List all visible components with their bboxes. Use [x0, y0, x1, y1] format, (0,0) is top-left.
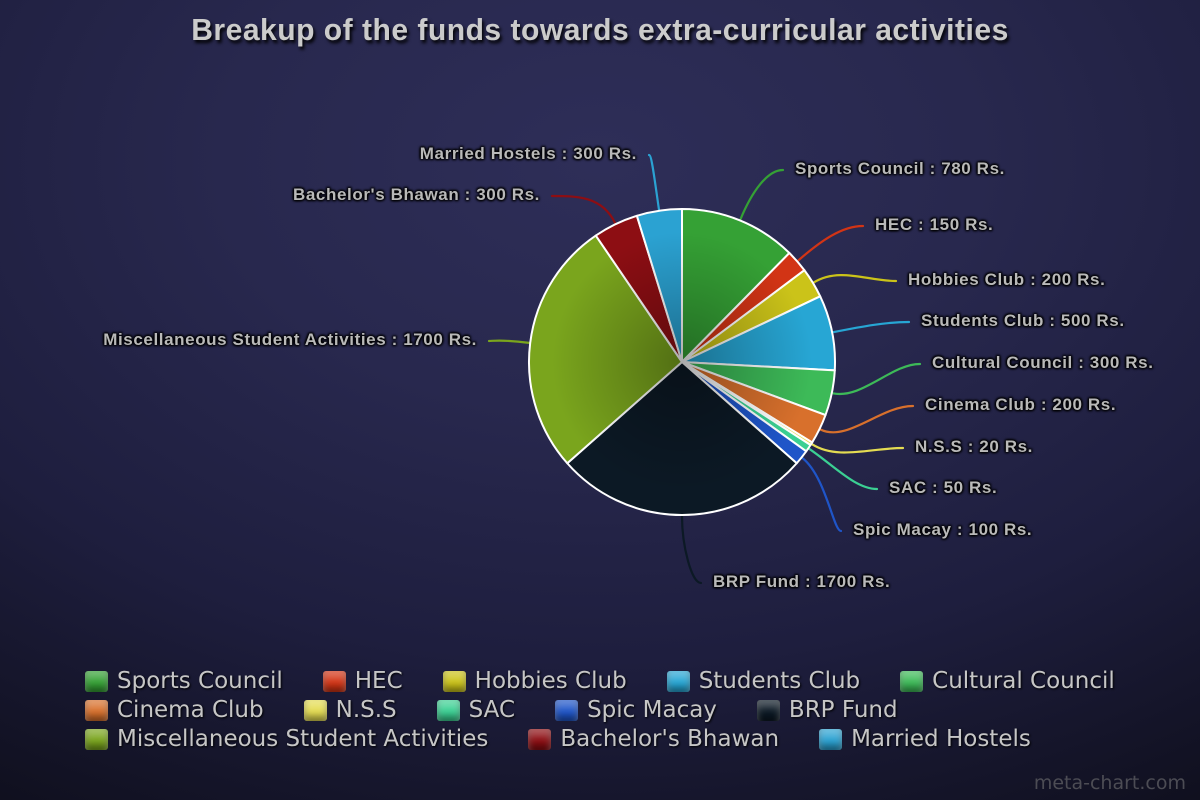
legend-item: Bachelor's Bhawan — [528, 728, 779, 751]
legend-item: Sports Council — [85, 670, 283, 693]
legend-swatch — [666, 671, 690, 692]
legend-item: Hobbies Club — [442, 668, 627, 694]
legend-label: Hobbies Club — [474, 668, 627, 694]
legend-swatch — [442, 671, 466, 692]
slice-callout: Hobbies Club : 200 Rs. — [908, 270, 1106, 289]
legend-label: BRP Fund — [788, 697, 898, 723]
pie-slices — [528, 208, 836, 517]
slice-leader-line — [739, 168, 785, 221]
legend-swatch — [85, 700, 108, 721]
watermark: meta-chart.com — [1033, 772, 1186, 794]
legend-item: Cultural Council — [900, 670, 1115, 693]
legend-swatch — [819, 729, 843, 750]
legend-row: Miscellaneous Student Activities Bachelor… — [85, 725, 1165, 754]
legend-swatch — [85, 671, 108, 692]
slice-callout: HEC : 150 Rs. — [875, 215, 994, 234]
slice-leader-line — [831, 362, 922, 396]
slice-callout: Bachelor's Bhawan : 300 Rs. — [293, 185, 540, 204]
legend-label: Sports Council — [117, 668, 283, 694]
legend-label: SAC — [468, 697, 516, 723]
legend-label: Cinema Club — [117, 697, 264, 723]
legend-item: BRP Fund — [756, 697, 898, 723]
legend-swatch — [555, 700, 579, 721]
legend-label: N.S.S — [335, 697, 397, 723]
legend: Sports Council HEC Hobbies Club Students Cl… — [85, 667, 1165, 754]
legend-item: Miscellaneous Student Activities — [85, 728, 488, 751]
legend-label: Cultural Council — [932, 668, 1115, 694]
slice-leader-line — [647, 153, 661, 211]
slice-callout: BRP Fund : 1700 Rs. — [713, 572, 891, 591]
legend-swatch — [436, 700, 460, 721]
slice-callout: Spic Macay : 100 Rs. — [853, 520, 1033, 539]
slice-callout: Cinema Club : 200 Rs. — [925, 395, 1117, 414]
legend-item: Married Hostels — [819, 728, 1031, 751]
legend-item: N.S.S — [303, 697, 397, 723]
slice-callout: SAC : 50 Rs. — [889, 478, 998, 497]
legend-item: Spic Macay — [555, 699, 717, 722]
legend-item: HEC — [322, 668, 403, 694]
slice-callout: N.S.S : 20 Rs. — [915, 437, 1033, 456]
legend-swatch — [756, 700, 780, 721]
legend-swatch — [303, 700, 327, 721]
legend-label: Married Hostels — [851, 726, 1031, 752]
legend-swatch — [85, 729, 108, 750]
legend-label: Bachelor's Bhawan — [560, 726, 780, 752]
slice-leader-line — [680, 514, 703, 585]
slice-callout: Students Club : 500 Rs. — [921, 311, 1125, 330]
legend-swatch — [322, 671, 346, 692]
slice-leader-line — [487, 339, 531, 344]
legend-row: Sports Council HEC Hobbies Club Students Cl… — [85, 667, 1165, 696]
legend-swatch — [900, 671, 924, 692]
legend-label: Spic Macay — [587, 697, 717, 723]
legend-label: HEC — [354, 668, 403, 694]
slice-leader-line — [819, 404, 915, 434]
legend-item: Cinema Club — [85, 699, 264, 722]
legend-item: SAC — [436, 697, 516, 723]
slice-callout: Married Hostels : 300 Rs. — [419, 144, 637, 163]
legend-label: Miscellaneous Student Activities — [117, 726, 489, 752]
slice-callout: Miscellaneous Student Activities : 1700 … — [103, 330, 477, 349]
legend-swatch — [528, 729, 552, 750]
legend-item: Students Club — [666, 668, 861, 694]
legend-row: Cinema Club N.S.S SAC Spic Macay BRP Fund — [85, 696, 1165, 725]
legend-label: Students Club — [698, 668, 861, 694]
slice-callout: Sports Council : 780 Rs. — [795, 159, 1005, 178]
slice-leader-line — [811, 443, 905, 454]
slice-leader-line — [832, 320, 911, 334]
slice-leader-line — [796, 224, 865, 262]
slice-leader-line — [812, 274, 898, 284]
slice-leader-line — [550, 194, 617, 225]
chart-title: Breakup of the funds towards extra-curri… — [191, 12, 1009, 47]
slice-callout: Cultural Council : 300 Rs. — [932, 353, 1154, 372]
